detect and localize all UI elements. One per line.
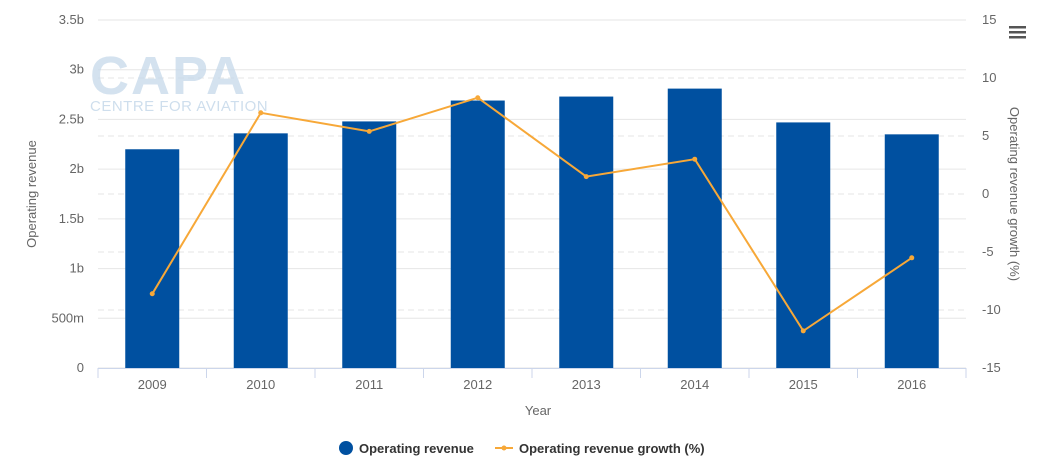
growth-line-point[interactable] xyxy=(583,174,589,180)
y2-tick-label: 5 xyxy=(982,128,989,143)
watermark-tagline: CENTRE FOR AVIATION xyxy=(90,98,268,115)
bar[interactable] xyxy=(233,133,288,368)
watermark: CAPA CENTRE FOR AVIATION xyxy=(90,46,268,115)
line-series-operating-revenue-growth xyxy=(149,95,915,334)
growth-line-point[interactable] xyxy=(909,255,915,261)
growth-line-point[interactable] xyxy=(366,128,372,134)
bar[interactable] xyxy=(342,121,397,368)
bar[interactable] xyxy=(450,100,505,368)
watermark-logo: CAPA xyxy=(90,46,247,106)
growth-line-point[interactable] xyxy=(692,156,698,162)
x-tick-label: 2015 xyxy=(789,377,818,392)
x-tick-label: 2011 xyxy=(355,377,383,392)
axes: 0 500m 1b 1.5b 2b 2.5b 3b 3.5b -15 -10 -5 0 5 10 15 200… xyxy=(51,12,1000,392)
legend-label-operating-revenue: Operating revenue xyxy=(359,441,474,456)
legend-item-operating-revenue-growth[interactable]: Operating revenue growth (%) xyxy=(495,441,705,456)
bar-series-operating-revenue xyxy=(125,88,939,368)
hamburger-menu-icon[interactable] xyxy=(1003,20,1029,44)
y-tick-label: 1.5b xyxy=(59,211,84,226)
bar[interactable] xyxy=(776,122,831,368)
growth-line-point[interactable] xyxy=(800,328,806,334)
legend: Operating revenue Operating revenue grow… xyxy=(339,441,705,456)
x-tick-label: 2013 xyxy=(572,377,601,392)
y2-tick-label: -5 xyxy=(982,244,994,259)
y-tick-label: 2b xyxy=(70,161,84,176)
growth-line-point[interactable] xyxy=(475,95,481,101)
y2-tick-label: 0 xyxy=(982,186,989,201)
bar[interactable] xyxy=(667,88,722,368)
y2-axis-title: Operating revenue growth (%) xyxy=(1007,107,1022,281)
bar[interactable] xyxy=(884,134,939,368)
legend-marker-bar xyxy=(339,441,353,455)
y-tick-label: 1b xyxy=(70,261,84,276)
bar[interactable] xyxy=(125,149,180,368)
x-tick-label: 2009 xyxy=(138,377,167,392)
y-axis-title: Operating revenue xyxy=(24,140,39,248)
y-tick-label: 2.5b xyxy=(59,111,84,126)
legend-label-operating-revenue-growth: Operating revenue growth (%) xyxy=(519,441,705,456)
y2-tick-label: -15 xyxy=(982,360,1001,375)
legend-marker-point xyxy=(501,445,507,451)
y-tick-label: 3.5b xyxy=(59,12,84,27)
growth-line-point[interactable] xyxy=(149,291,155,297)
y-tick-label: 500m xyxy=(51,310,84,325)
x-tick-label: 2012 xyxy=(463,377,492,392)
x-axis-title: Year xyxy=(525,403,552,418)
y2-tick-label: 15 xyxy=(982,12,996,27)
x-tick-label: 2014 xyxy=(680,377,709,392)
x-tick-label: 2010 xyxy=(246,377,275,392)
y-tick-label: 0 xyxy=(77,360,84,375)
bar[interactable] xyxy=(559,96,614,368)
y2-tick-label: -10 xyxy=(982,302,1001,317)
y-tick-label: 3b xyxy=(70,62,84,77)
growth-line-path xyxy=(151,96,913,333)
x-tick-label: 2016 xyxy=(897,377,926,392)
y2-tick-label: 10 xyxy=(982,70,996,85)
growth-line-point[interactable] xyxy=(258,110,264,116)
legend-item-operating-revenue[interactable]: Operating revenue xyxy=(339,441,474,456)
